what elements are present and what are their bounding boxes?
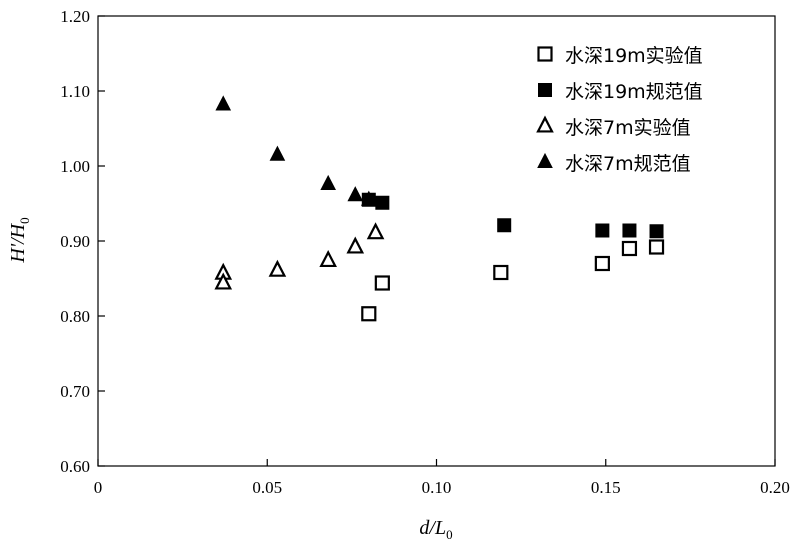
data-point	[375, 195, 390, 210]
legend-label: 水深7m规范值	[565, 153, 691, 175]
data-point	[215, 95, 232, 111]
data-point	[268, 259, 287, 277]
data-point	[269, 145, 286, 161]
data-point	[497, 218, 512, 233]
x-axis-label: d/L0	[419, 517, 452, 542]
y-tick-label: 0.90	[60, 232, 90, 251]
legend-marker	[537, 46, 553, 62]
data-point	[374, 275, 390, 291]
data-point	[622, 223, 637, 238]
x-tick-label: 0.05	[252, 478, 282, 497]
x-tick-label: 0.10	[422, 478, 452, 497]
data-point	[347, 186, 364, 202]
axes: 0 0.05 0.10 0.15 0.20 0.60 0.70 0.80 0.90 1.00 1.1…	[60, 7, 790, 497]
x-tick-label: 0.20	[760, 478, 790, 497]
y-axis-label: H'/H0	[7, 217, 32, 263]
data-point	[594, 255, 610, 272]
data-point	[366, 222, 385, 240]
series-4	[215, 95, 377, 206]
x-tick-label: 0.15	[591, 478, 621, 497]
legend-label: 水深7m实验值	[565, 117, 691, 139]
data-point	[360, 190, 377, 206]
legend-item: 水深7m实验值	[536, 115, 691, 139]
data-point	[320, 174, 337, 190]
data-point	[319, 250, 337, 268]
data-point	[493, 264, 509, 281]
legend-marker	[537, 152, 553, 168]
series-1	[361, 239, 665, 322]
y-tick-label: 1.10	[60, 82, 90, 101]
y-tick-label: 0.60	[60, 457, 90, 476]
legend-item: 水深7m规范值	[537, 152, 691, 175]
x-tick-label: 0	[94, 478, 103, 497]
legend-item: 水深19m规范值	[538, 81, 703, 103]
data-point	[214, 272, 233, 290]
data-point	[649, 224, 664, 239]
data-point	[621, 240, 638, 257]
series-3	[214, 222, 385, 290]
legend-item: 水深19m实验值	[537, 45, 703, 67]
y-tick-label: 0.80	[60, 307, 90, 326]
data-points	[214, 95, 665, 322]
series-2	[361, 192, 664, 239]
legend-label: 水深19m实验值	[565, 45, 703, 67]
legend-marker	[538, 83, 552, 97]
data-point	[648, 239, 665, 255]
data-point	[595, 223, 610, 238]
legend-marker	[536, 115, 554, 133]
data-point	[346, 236, 365, 254]
y-tick-label: 0.70	[60, 382, 90, 401]
y-tick-label: 1.20	[60, 7, 90, 26]
legend-label: 水深19m规范值	[565, 81, 703, 103]
y-tick-label: 1.00	[60, 157, 90, 176]
data-point	[361, 306, 377, 322]
